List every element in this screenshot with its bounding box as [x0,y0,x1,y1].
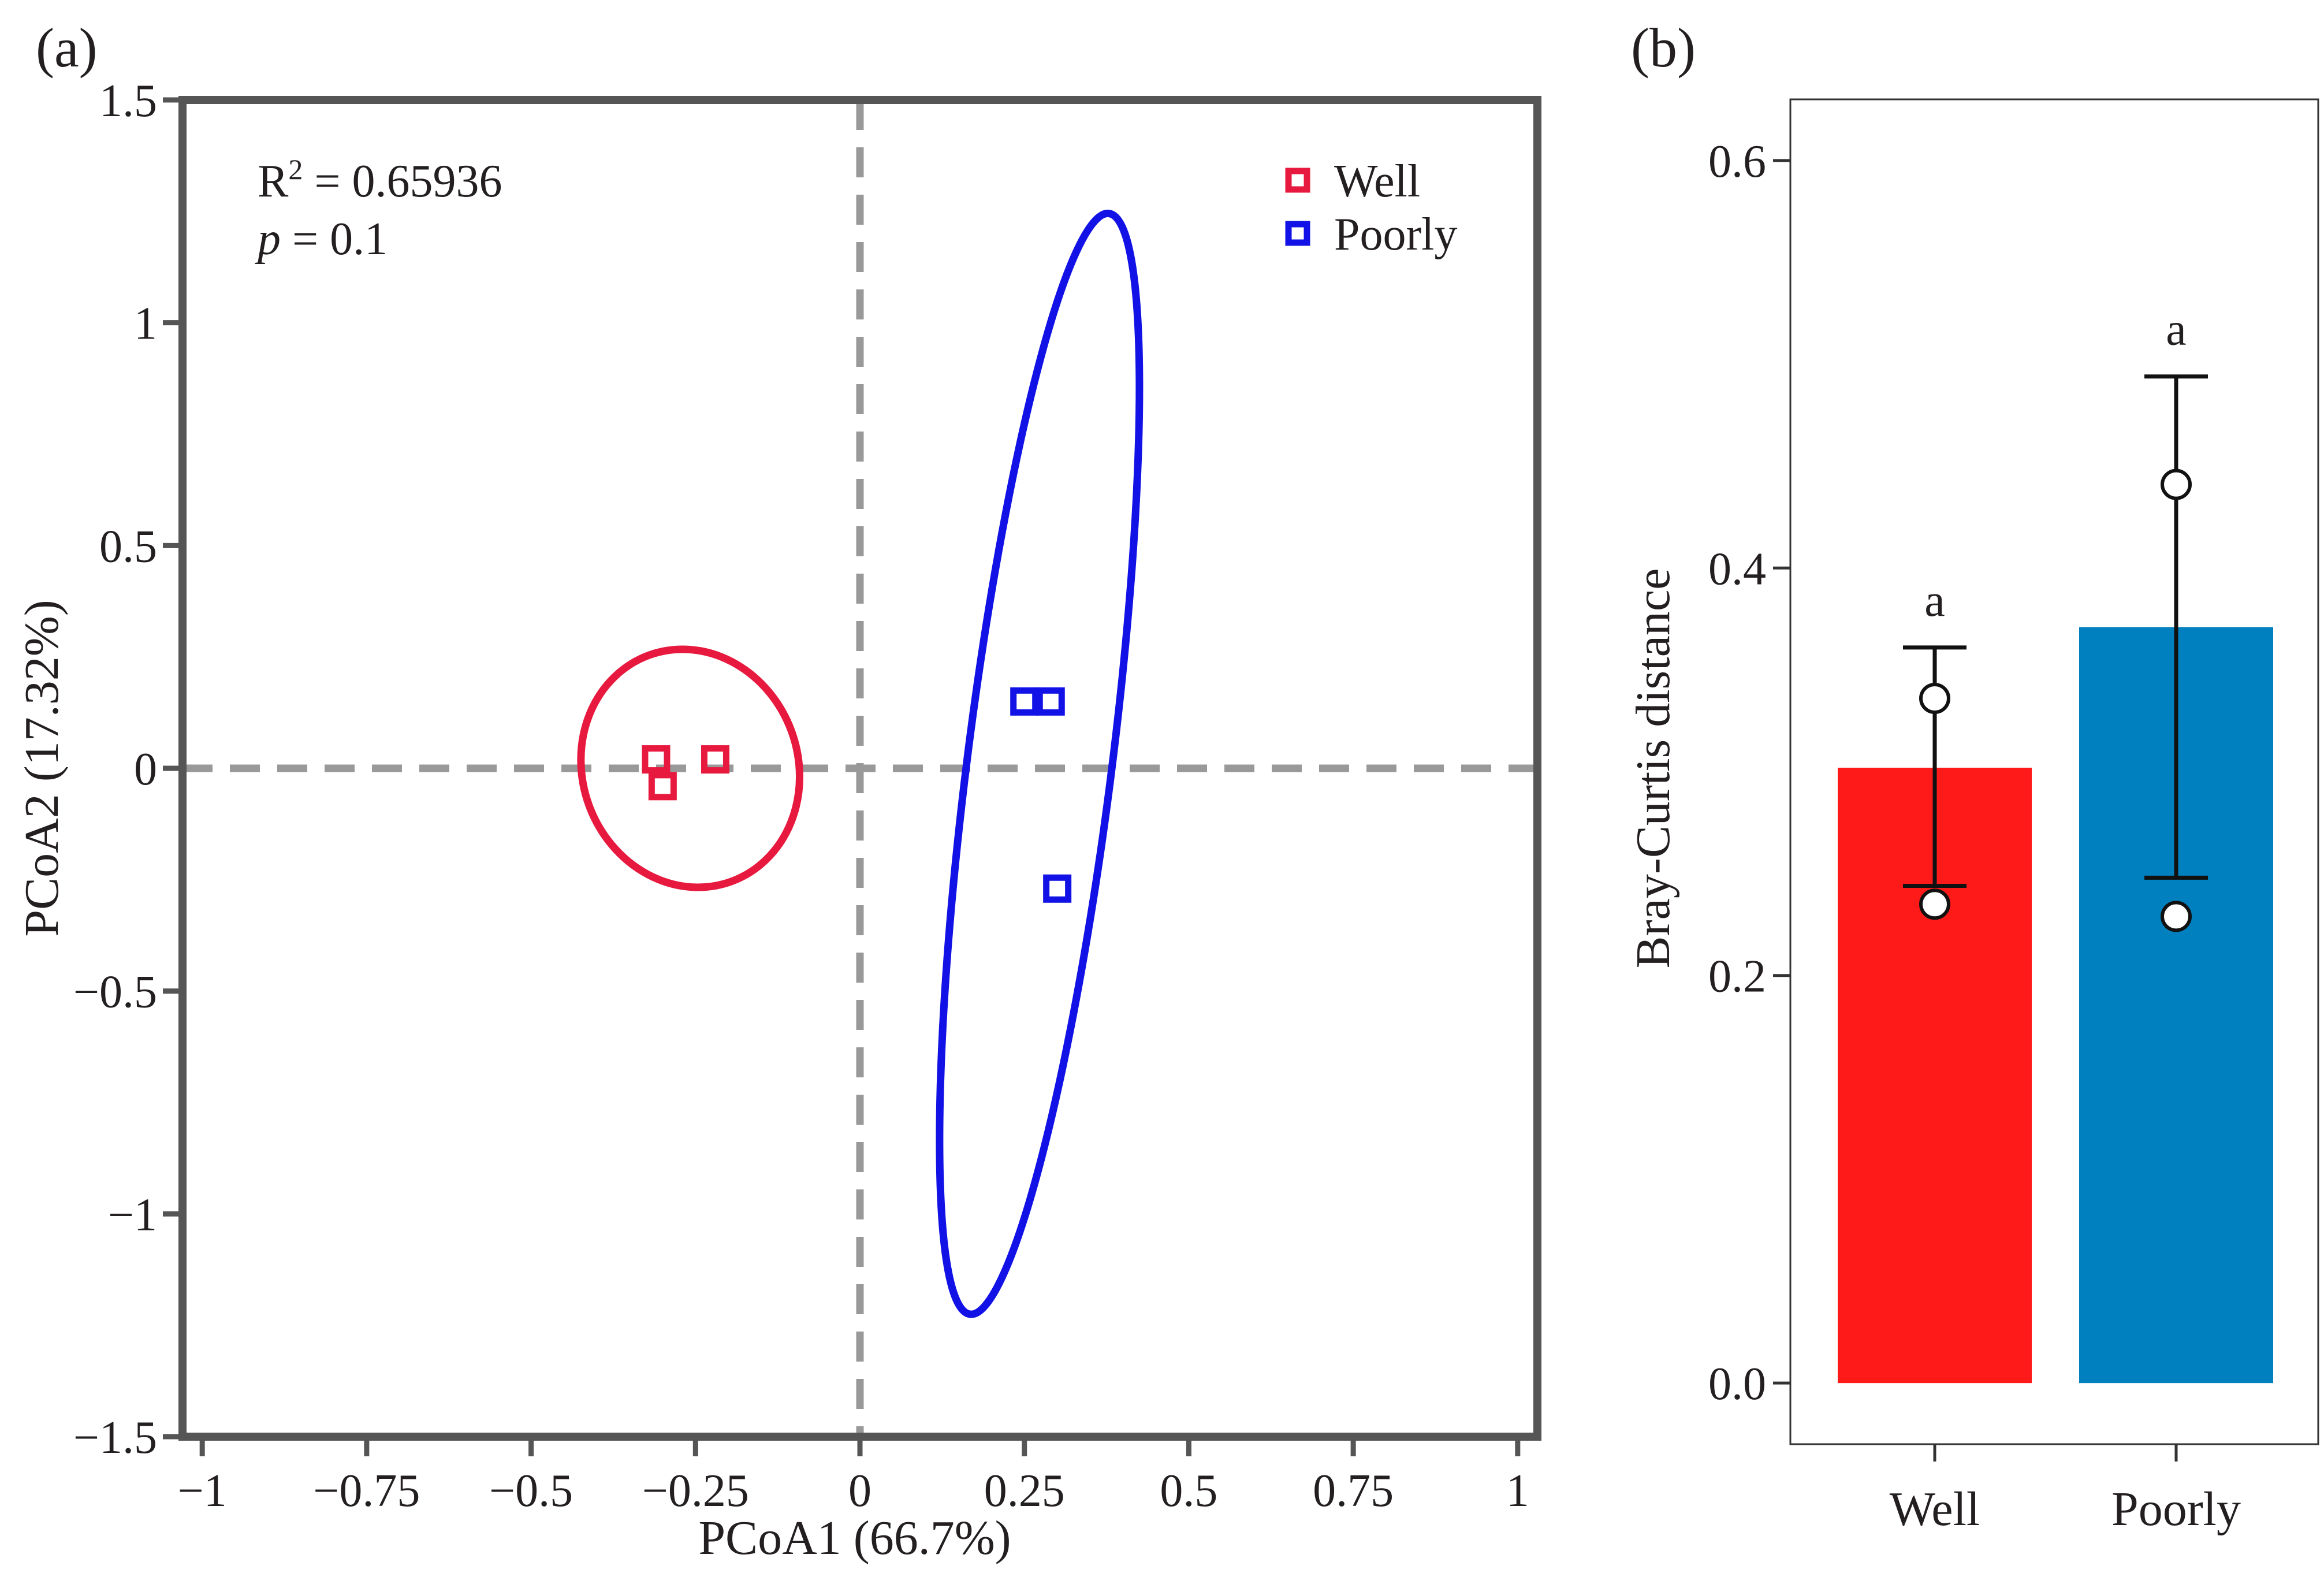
point-poorly [1043,874,1072,903]
pcoa-plot: −1 −0.75 −0.5 −0.25 0 0.25 0.5 0.75 1 −1.5 −1 −0.5… [15,76,1541,1565]
y-tick-label: 0.0 [1708,1359,1766,1410]
x-tick-label: 0.75 [1313,1466,1394,1516]
bars [1838,627,2273,1384]
x-tick-label: −0.25 [642,1466,749,1516]
y-tick-label: 1.5 [99,76,157,127]
x-tick-label: −0.5 [489,1466,573,1516]
legend-label-poorly: Poorly [1334,209,1457,260]
p-symbol: p [255,214,281,265]
confidence-ellipses [577,209,1144,1318]
significance-letter-well: a [1924,575,1945,626]
y-tick-label: 0 [134,744,157,795]
x-tick-label: 0.5 [1160,1466,1217,1516]
x-tick-label: −1 [178,1466,227,1516]
r2-symbol: R [258,156,289,207]
replicate-point-poorly [2161,901,2192,932]
legend: Well Poorly [1285,156,1457,260]
x-tick-label: 0.25 [984,1466,1065,1516]
legend-marker-poorly [1285,221,1310,246]
x-tick-label: 1 [1506,1466,1529,1516]
panel-label-a: (a) [36,17,98,79]
replicate-point-poorly [2161,468,2192,500]
significance-letters: aa [1924,304,2187,626]
sample-points [642,687,1072,903]
point-poorly [1010,687,1039,716]
significance-letter-poorly: a [2166,304,2187,355]
y-axis-label: Bray-Curtis distance [1626,568,1680,969]
y-tick-label: 0.6 [1708,136,1766,187]
legend-marker-well [1285,168,1310,193]
bray-curtis-plot: aa 0.00.20.40.6 Well Poorly Bray-Curtis d… [1626,98,2319,1536]
point-well [701,745,729,774]
x-tick-label: 0 [848,1466,872,1516]
y-tick-label: 0.4 [1708,544,1766,594]
replicate-points [1919,468,2192,932]
y-tick-label: −1 [108,1189,157,1240]
p-value-annotation: p = 0.1 [255,214,388,265]
replicate-point-well [1919,683,1950,715]
y-axis-label: PCoA2 (17.32%) [15,600,69,936]
y-tick-label: −1.5 [73,1412,157,1463]
panel-label-b: (b) [1631,17,1696,79]
ellipse-well [577,645,804,891]
point-poorly [1036,687,1065,716]
point-well [642,745,671,774]
plot-frame [1789,98,2319,1445]
r2-superscript: 2 [288,153,303,185]
y-tick-label: 1 [134,299,157,349]
point-well [648,772,677,801]
y-tick-label: −0.5 [73,967,157,1018]
y-axis-ticks: −1.5 −1 −0.5 0 0.5 1 1.5 [73,76,178,1463]
y-tick-label: 0.2 [1708,951,1766,1002]
x-axis-label: PCoA1 (66.7%) [698,1511,1011,1565]
x-axis-ticks: Well Poorly [1890,1444,2241,1536]
r2-value: = 0.65936 [303,156,502,207]
replicate-point-well [1919,888,1950,920]
p-value: = 0.1 [281,214,388,265]
x-tick-label-poorly: Poorly [2111,1482,2241,1536]
y-tick-label: 0.5 [99,521,157,572]
zero-lines [183,100,1537,1437]
ellipse-poorly [936,209,1144,1318]
x-tick-label: −0.75 [313,1466,420,1516]
r-squared-annotation: R2 = 0.65936 [258,153,502,207]
plot-frame [178,96,1541,1441]
y-axis-ticks: 0.0 0.2 0.4 0.6 [1708,136,1790,1410]
legend-label-well: Well [1334,156,1420,207]
x-tick-label-well: Well [1890,1482,1980,1536]
x-axis-ticks: −1 −0.75 −0.5 −0.25 0 0.25 0.5 0.75 1 [178,1441,1529,1516]
